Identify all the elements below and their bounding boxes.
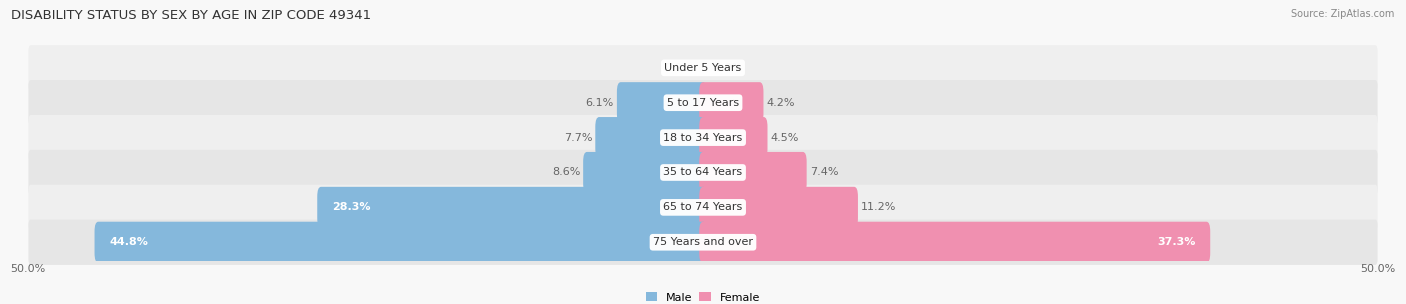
Text: 4.2%: 4.2% (766, 98, 794, 108)
FancyBboxPatch shape (94, 222, 707, 263)
Text: 7.4%: 7.4% (810, 168, 838, 178)
Text: 0.0%: 0.0% (714, 63, 742, 73)
Text: 8.6%: 8.6% (551, 168, 581, 178)
FancyBboxPatch shape (28, 80, 1378, 125)
Text: 65 to 74 Years: 65 to 74 Years (664, 202, 742, 212)
FancyBboxPatch shape (699, 82, 763, 123)
FancyBboxPatch shape (28, 219, 1378, 265)
Text: 4.5%: 4.5% (770, 133, 799, 143)
FancyBboxPatch shape (28, 45, 1378, 91)
Legend: Male, Female: Male, Female (647, 292, 759, 303)
FancyBboxPatch shape (595, 117, 707, 158)
Text: 35 to 64 Years: 35 to 64 Years (664, 168, 742, 178)
Text: DISABILITY STATUS BY SEX BY AGE IN ZIP CODE 49341: DISABILITY STATUS BY SEX BY AGE IN ZIP C… (11, 9, 371, 22)
FancyBboxPatch shape (28, 185, 1378, 230)
FancyBboxPatch shape (28, 150, 1378, 195)
Text: 6.1%: 6.1% (586, 98, 614, 108)
FancyBboxPatch shape (699, 187, 858, 228)
FancyBboxPatch shape (699, 222, 1211, 263)
Text: 0.0%: 0.0% (664, 63, 692, 73)
Text: 37.3%: 37.3% (1157, 237, 1195, 247)
FancyBboxPatch shape (318, 187, 707, 228)
FancyBboxPatch shape (617, 82, 707, 123)
Text: 5 to 17 Years: 5 to 17 Years (666, 98, 740, 108)
Text: Under 5 Years: Under 5 Years (665, 63, 741, 73)
Text: 75 Years and over: 75 Years and over (652, 237, 754, 247)
FancyBboxPatch shape (583, 152, 707, 193)
FancyBboxPatch shape (699, 152, 807, 193)
Text: 11.2%: 11.2% (860, 202, 896, 212)
Text: 7.7%: 7.7% (564, 133, 592, 143)
Text: 28.3%: 28.3% (332, 202, 370, 212)
Text: Source: ZipAtlas.com: Source: ZipAtlas.com (1291, 9, 1395, 19)
FancyBboxPatch shape (699, 117, 768, 158)
Text: 44.8%: 44.8% (110, 237, 148, 247)
FancyBboxPatch shape (28, 115, 1378, 160)
Text: 18 to 34 Years: 18 to 34 Years (664, 133, 742, 143)
